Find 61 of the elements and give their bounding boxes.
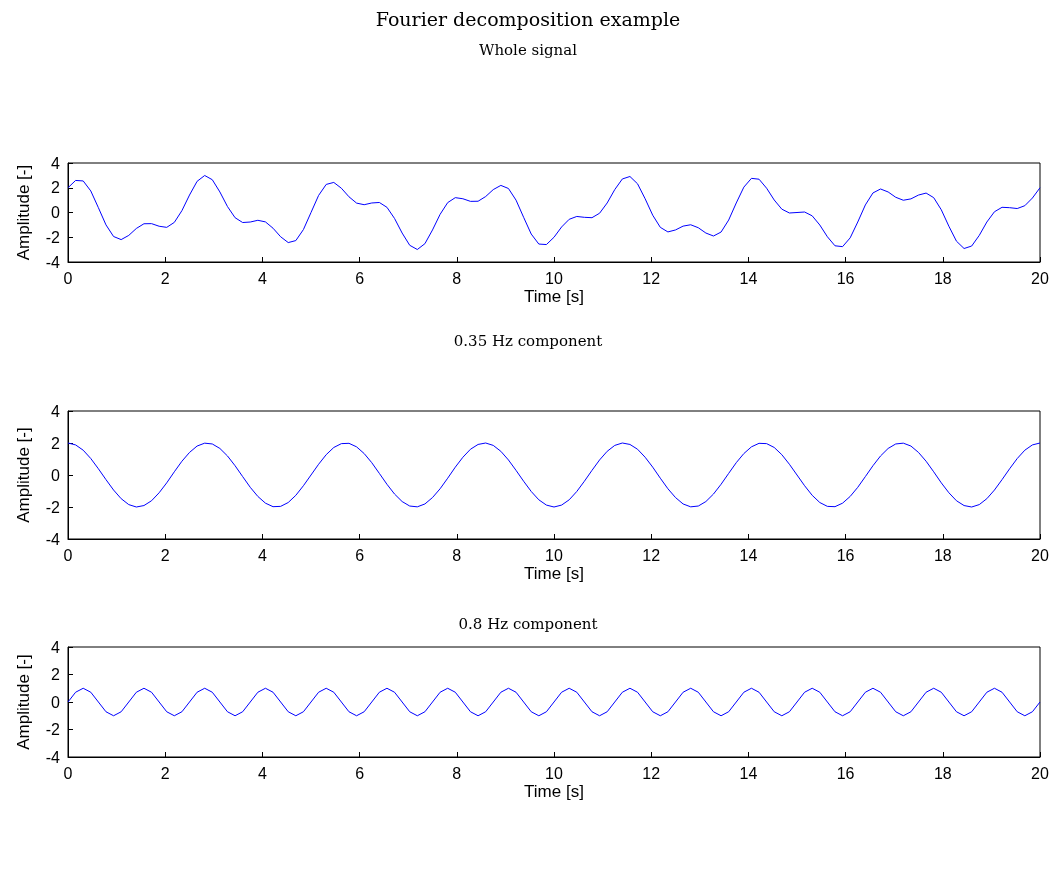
x-tick-label: 2 [160, 269, 170, 287]
y-tick-label: 4 [51, 638, 61, 656]
y-tick-label: -4 [45, 253, 61, 271]
chart-subtitle: Whole signal [478, 40, 578, 59]
x-tick-label: 12 [642, 546, 661, 564]
x-tick-label: 12 [642, 269, 661, 287]
y-tick-label: -2 [45, 721, 61, 738]
x-tick-label: 20 [1031, 764, 1049, 782]
y-tick-label: 4 [51, 154, 61, 172]
x-tick-label: 20 [1031, 546, 1049, 564]
x-tick-label: 14 [739, 764, 758, 782]
x-tick-label: 6 [355, 764, 365, 782]
y-tick-label: -2 [45, 228, 61, 246]
x-tick-label: 4 [257, 764, 267, 782]
x-tick-label: 8 [452, 764, 462, 782]
x-tick-label: 6 [355, 546, 365, 564]
chart-title: 0.8 Hz component [458, 614, 598, 633]
x-tick-label: 12 [642, 764, 661, 782]
x-tick-label: 2 [160, 546, 170, 564]
x-axis-title: Time [s] [524, 287, 584, 306]
line-series [67, 175, 1041, 250]
x-tick-label: 18 [933, 764, 952, 782]
chart-title: Fourier decomposition example [375, 7, 681, 30]
x-tick-label: 0 [63, 269, 73, 287]
y-tick-label: 4 [51, 402, 61, 420]
y-tick-label: 2 [51, 179, 61, 197]
x-tick-label: 10 [545, 269, 563, 287]
x-tick-label: 16 [836, 269, 855, 287]
y-tick-label: 0 [51, 466, 61, 484]
x-tick-label: 20 [1031, 269, 1049, 287]
x-tick-label: 6 [355, 269, 365, 287]
x-tick-label: 16 [836, 764, 855, 782]
x-tick-label: 18 [933, 546, 952, 564]
y-tick-label: -4 [45, 748, 61, 766]
y-tick-label: 2 [51, 434, 61, 452]
y-tick-label: 2 [51, 666, 61, 683]
x-axis-title: Time [s] [524, 564, 584, 583]
x-tick-label: 16 [836, 546, 855, 564]
x-tick-label: 8 [452, 269, 462, 287]
x-tick-label: 14 [739, 269, 758, 287]
x-tick-label: 4 [257, 269, 267, 287]
x-tick-label: 14 [739, 546, 758, 564]
y-tick-label: 0 [51, 693, 61, 711]
x-tick-label: 10 [545, 546, 563, 564]
x-tick-label: 10 [545, 764, 563, 782]
y-axis-title: Amplitude [-] [14, 164, 33, 261]
y-axis-title: Amplitude [-] [14, 427, 33, 523]
x-tick-label: 8 [452, 546, 462, 564]
x-tick-label: 0 [63, 764, 73, 782]
chart-title: 0.35 Hz component [453, 331, 603, 350]
x-tick-label: 2 [160, 764, 170, 782]
x-tick-label: 18 [933, 269, 952, 287]
y-tick-label: 0 [51, 204, 61, 221]
y-axis-title: Amplitude [-] [14, 654, 33, 750]
line-series [67, 687, 1041, 717]
line-series [67, 442, 1041, 508]
x-tick-label: 4 [257, 546, 267, 564]
x-axis-title: Time [s] [524, 782, 584, 801]
y-tick-label: -4 [45, 530, 61, 548]
x-tick-label: 0 [63, 546, 73, 564]
y-tick-label: -2 [45, 498, 61, 516]
